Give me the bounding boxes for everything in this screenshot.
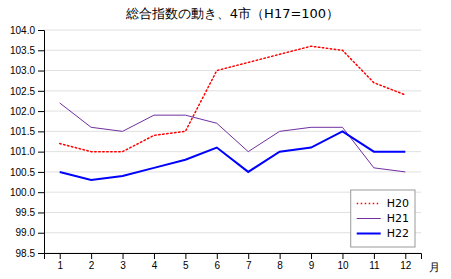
x-tick-label: 2 [89, 260, 95, 271]
chart: 12345678910111298.599.099.5100.0100.5101… [0, 0, 451, 279]
x-tick-mark [217, 253, 218, 259]
x-tick-label: 3 [120, 260, 126, 271]
legend-label: H21 [387, 212, 409, 225]
y-tick-mark [38, 152, 44, 153]
legend-swatch [357, 218, 381, 219]
y-tick-label: 99.0 [16, 227, 36, 238]
y-tick-label: 100.5 [10, 167, 35, 178]
legend-swatch [357, 233, 381, 235]
grid-line [44, 30, 421, 31]
y-tick-mark [38, 253, 44, 254]
x-axis-line [45, 254, 422, 260]
x-tick: 12 [400, 253, 412, 271]
y-tick: 101.5 [10, 126, 44, 137]
x-tick-mark [123, 253, 124, 259]
grid-line [44, 90, 421, 91]
x-tick-mark [185, 253, 186, 259]
y-axis: 98.5 99.0 99.5 100.0 100.5 101.0 101.5 102.0 102… [10, 25, 45, 259]
y-tick-label: 100.0 [10, 187, 35, 198]
x-tick-mark [405, 253, 406, 259]
y-tick: 99.0 [16, 227, 44, 238]
y-tick: 103.0 [10, 65, 44, 76]
legend-label: H20 [387, 197, 409, 210]
x-tick-mark [374, 253, 375, 259]
x-tick-mark [91, 253, 92, 259]
x-tick-label: 7 [246, 260, 252, 271]
x-tick: 8 [277, 253, 283, 271]
legend-box [351, 190, 415, 247]
x-tick: 5 [183, 253, 189, 271]
grid-line [44, 171, 421, 172]
x-axis: 123456789101112 [45, 253, 422, 271]
x-tick: 3 [120, 253, 126, 271]
grid-line [44, 50, 421, 51]
x-tick: 11 [369, 253, 380, 271]
y-tick-label: 103.5 [10, 45, 35, 56]
x-tick-mark [154, 253, 155, 259]
grid-line [44, 131, 421, 132]
y-tick-mark [38, 233, 44, 234]
y-tick-label: 101.5 [10, 126, 35, 137]
y-tick-mark [38, 50, 44, 51]
y-tick-mark [38, 71, 44, 72]
x-tick: 9 [309, 253, 315, 271]
y-tick-label: 102.0 [10, 106, 35, 117]
x-tick: 7 [246, 253, 252, 271]
y-tick-mark [38, 111, 44, 112]
series-line [60, 131, 406, 180]
y-tick: 99.5 [16, 207, 44, 218]
y-tick-mark [38, 192, 44, 193]
x-tick: 2 [89, 253, 95, 271]
grid-line [44, 111, 421, 112]
x-tick-label: 12 [400, 260, 412, 271]
x-tick: 4 [152, 253, 158, 271]
x-tick: 1 [57, 253, 63, 271]
x-tick-label: 9 [309, 260, 315, 271]
legend: H20 H21 H22 [351, 190, 415, 247]
x-tick-label: 6 [215, 260, 221, 271]
x-tick-label: 5 [183, 260, 189, 271]
y-tick: 102.0 [10, 106, 44, 117]
x-axis-label: 月 [429, 261, 440, 274]
x-tick-label: 1 [57, 260, 63, 271]
title: 総合指数の動き、4市（H17=100） [125, 6, 339, 21]
lines [60, 46, 406, 180]
y-tick: 100.0 [10, 187, 44, 198]
x-tick-mark [280, 253, 281, 259]
x-tick: 10 [337, 253, 349, 271]
x-tick: 6 [215, 253, 221, 271]
x-tick-mark [342, 253, 343, 259]
y-tick-mark [38, 131, 44, 132]
y-tick-label: 102.5 [10, 86, 35, 97]
x-tick-mark [248, 253, 249, 259]
y-tick-label: 101.0 [10, 146, 35, 157]
y-tick-mark [38, 212, 44, 213]
y-tick: 98.5 [16, 248, 44, 259]
grid-line [44, 70, 421, 71]
y-tick-label: 98.5 [16, 248, 36, 259]
plot: 12345678910111298.599.099.5100.0100.5101… [10, 25, 440, 274]
y-tick-mark [38, 172, 44, 173]
y-tick: 103.5 [10, 45, 44, 56]
y-tick: 101.0 [10, 146, 44, 157]
legend-label: H22 [387, 227, 409, 240]
y-tick-mark [38, 91, 44, 92]
y-tick: 104.0 [10, 25, 44, 36]
x-tick-mark [311, 253, 312, 259]
legend-swatch [357, 203, 381, 205]
series-line [60, 46, 406, 151]
x-tick-label: 4 [152, 260, 158, 271]
y-tick-label: 99.5 [16, 207, 36, 218]
x-tick-mark [60, 253, 61, 259]
y-tick-label: 104.0 [10, 25, 35, 36]
y-tick-label: 103.0 [10, 65, 35, 76]
x-tick-label: 10 [337, 260, 349, 271]
x-tick-label: 8 [277, 260, 283, 271]
y-tick: 100.5 [10, 167, 44, 178]
x-tick-label: 11 [369, 260, 380, 271]
y-tick-mark [38, 30, 44, 31]
y-axis-line [38, 31, 45, 254]
y-tick: 102.5 [10, 86, 44, 97]
y-grid [44, 30, 421, 253]
